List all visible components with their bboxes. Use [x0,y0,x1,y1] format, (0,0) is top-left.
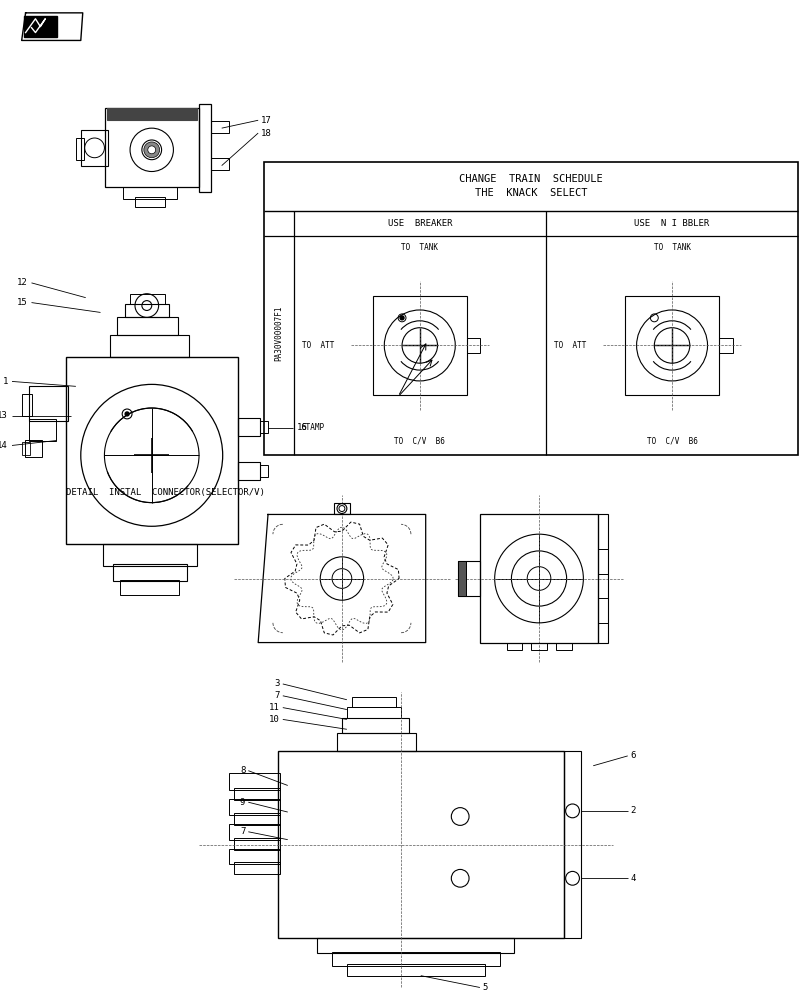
Bar [372,296,466,395]
Text: 15: 15 [17,298,28,307]
Bar [260,465,268,477]
Bar [234,788,280,800]
Bar [123,187,177,199]
Text: 17: 17 [261,116,272,125]
Bar [457,561,479,596]
Bar [530,643,547,650]
Text: PA30V00007F1: PA30V00007F1 [274,305,283,361]
Bar [22,442,29,455]
Text: TO  ATT: TO ATT [301,341,333,350]
Bar [238,418,260,436]
Text: 9: 9 [240,798,245,807]
Text: 2: 2 [630,806,635,815]
Text: 1: 1 [2,377,8,386]
Text: 3: 3 [274,679,280,688]
Bar [337,733,415,751]
Text: THE  KNACK  SELECT: THE KNACK SELECT [474,188,586,198]
Bar [229,773,280,790]
Circle shape [400,316,404,320]
Bar [22,394,32,416]
Bar [234,862,280,874]
Bar [130,294,165,304]
Text: 7: 7 [274,691,280,700]
Bar [103,544,197,566]
Text: DETAIL  INSTAL  CONNECTOR(SELECTOR/V): DETAIL INSTAL CONNECTOR(SELECTOR/V) [66,488,264,497]
Bar [624,296,718,395]
Text: USE  BREAKER: USE BREAKER [387,219,452,228]
Polygon shape [24,16,57,37]
Bar [277,751,563,938]
Text: 14: 14 [0,441,8,450]
Bar [125,304,169,317]
Text: 11: 11 [268,703,280,712]
Text: 6: 6 [630,751,635,760]
Bar [563,751,581,938]
Bar [351,697,396,707]
Bar [107,108,197,120]
Bar [341,718,409,733]
Bar [211,121,229,133]
Bar [346,707,401,718]
Text: TO  ATT: TO ATT [553,341,586,350]
Bar [598,514,607,643]
Bar [120,580,179,595]
Text: 10: 10 [268,715,280,724]
Bar [238,462,260,480]
Bar [260,421,268,433]
Text: 7: 7 [240,827,245,836]
Bar [332,952,499,966]
Bar [229,849,280,864]
Bar [234,813,280,825]
Text: 16: 16 [296,423,307,432]
Text: TO  C/V  B6: TO C/V B6 [394,436,444,445]
Bar [117,317,178,335]
Bar [80,130,108,166]
Text: 8: 8 [240,766,245,775]
Bar [114,564,187,581]
Bar [110,335,189,357]
Circle shape [338,506,345,512]
Text: TO  C/V  B6: TO C/V B6 [646,436,697,445]
Text: 13: 13 [0,411,8,420]
Text: STAMP: STAMP [301,423,324,432]
Bar [28,419,56,441]
Bar [317,938,513,953]
Text: CHANGE  TRAIN  SCHEDULE: CHANGE TRAIN SCHEDULE [459,174,603,184]
Circle shape [148,146,156,154]
Text: 18: 18 [261,129,272,138]
Bar [555,643,571,650]
Bar [264,162,797,455]
Bar [333,503,350,514]
Bar [457,561,466,596]
Bar [75,138,84,160]
Bar [105,108,199,187]
Circle shape [125,412,129,416]
Text: 5: 5 [483,983,487,992]
Bar [199,104,211,192]
Bar [229,799,280,815]
Text: USE  N I BBLER: USE N I BBLER [633,219,709,228]
Text: 12: 12 [17,278,28,287]
Bar [466,338,480,353]
Bar [211,158,229,170]
Polygon shape [22,13,83,40]
Bar [506,643,521,650]
Bar [24,440,42,457]
Text: TO  TANK: TO TANK [401,243,438,252]
Bar [346,964,484,976]
Bar [66,357,238,544]
Bar [479,514,598,643]
Text: TO  TANK: TO TANK [653,243,689,252]
Text: 4: 4 [630,874,635,883]
Bar [718,338,732,353]
Bar [28,386,68,421]
Circle shape [144,142,160,158]
Bar [229,824,280,840]
Bar [234,838,280,850]
Bar [135,197,165,207]
